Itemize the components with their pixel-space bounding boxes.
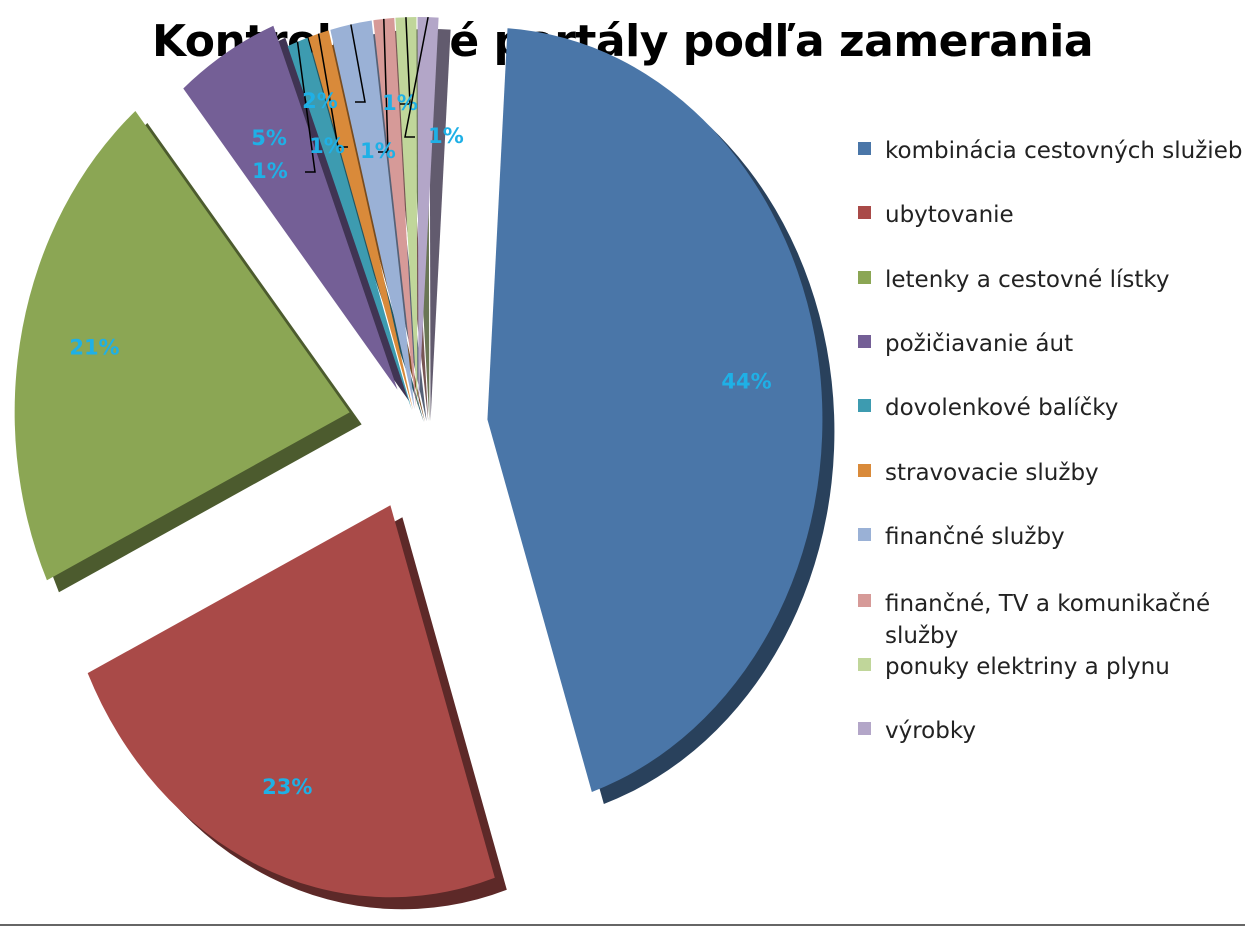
data-label: 1%: [309, 134, 345, 158]
legend-label: kombinácia cestovných služieb: [885, 138, 1243, 164]
legend-label: letenky a cestovné lístky: [885, 267, 1170, 293]
legend-swatch: [858, 206, 871, 219]
legend-swatch: [858, 399, 871, 412]
leader-line: [350, 24, 366, 103]
data-label: 5%: [251, 126, 287, 150]
legend-label: požičiavanie áut: [885, 331, 1074, 357]
leader-line: [400, 17, 411, 105]
legend-label: ubytovanie: [885, 202, 1014, 228]
legend-swatch: [858, 528, 871, 541]
data-label: 1%: [360, 139, 396, 163]
legend-swatch: [858, 142, 871, 155]
legend-swatch: [858, 594, 871, 607]
pie-slice-depth: [429, 28, 451, 421]
pie-slice: [14, 111, 350, 581]
leader-line: [317, 33, 348, 148]
leader-line: [378, 18, 389, 153]
pie-slice: [87, 505, 495, 898]
pie-slice: [487, 28, 823, 792]
legend-swatch: [858, 335, 871, 348]
legend-label: výrobky: [885, 718, 976, 744]
pie-slice: [287, 37, 412, 411]
legend-label: ponuky elektriny a plynu: [885, 654, 1170, 680]
legend-swatch: [858, 722, 871, 735]
data-label: 44%: [721, 369, 771, 393]
pie-slice: [395, 16, 418, 409]
data-label: 23%: [262, 775, 312, 799]
data-label: 2%: [302, 89, 338, 113]
leader-line: [296, 41, 316, 173]
legend-label: finančné, TV a komunikačné služby: [885, 591, 1211, 649]
legend-swatch: [858, 271, 871, 284]
data-label: 21%: [69, 336, 119, 360]
pie-slice: [183, 25, 398, 390]
pie-slice: [373, 17, 417, 410]
legend-swatch: [858, 464, 871, 477]
pie-slice: [417, 16, 439, 409]
pie-slice: [330, 20, 415, 410]
legend-label: dovolenkové balíčky: [885, 395, 1119, 421]
legend-label: finančné služby: [885, 524, 1065, 550]
data-label: 1%: [252, 159, 288, 183]
data-label: 1%: [428, 124, 464, 148]
leader-line: [404, 16, 429, 138]
bottom-divider: [0, 924, 1245, 926]
legend-label: stravovacie služby: [885, 460, 1099, 486]
legend-swatch: [858, 658, 871, 671]
